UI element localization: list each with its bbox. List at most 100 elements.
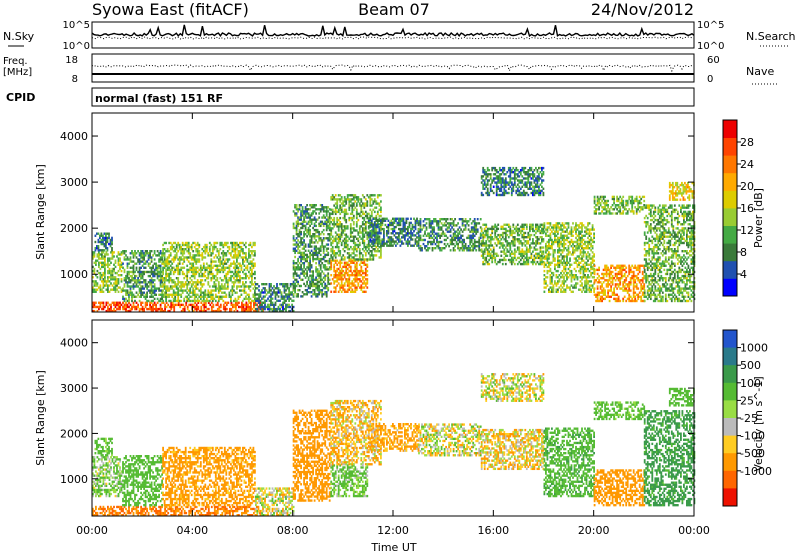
heatmap-cell xyxy=(288,295,290,298)
heatmap-cell xyxy=(452,224,455,227)
heatmap-cell xyxy=(491,254,494,257)
heatmap-cell xyxy=(527,236,530,239)
heatmap-cell xyxy=(386,225,388,229)
heatmap-cell xyxy=(253,309,255,313)
heatmap-cell xyxy=(464,228,467,231)
heatmap-cell xyxy=(268,299,271,302)
heatmap-cell xyxy=(352,241,355,245)
heatmap-cell xyxy=(521,175,524,178)
heatmap-cell xyxy=(147,270,150,274)
heatmap-cell xyxy=(306,272,308,275)
heatmap-cell xyxy=(158,264,160,267)
heatmap-cell xyxy=(198,254,201,257)
heatmap-cell xyxy=(304,214,307,217)
heatmap-cell xyxy=(328,266,331,269)
heatmap-cell xyxy=(190,268,193,272)
heatmap-cell xyxy=(159,266,162,269)
heatmap-cell xyxy=(277,287,280,290)
heatmap-cell xyxy=(186,277,189,280)
heatmap-cell xyxy=(131,274,133,278)
heatmap-cell xyxy=(525,254,528,257)
heatmap-cell xyxy=(337,225,340,228)
heatmap-cell xyxy=(172,293,175,296)
heatmap-cell xyxy=(334,252,337,255)
heatmap-cell xyxy=(168,262,171,265)
heatmap-cell xyxy=(172,272,175,276)
heatmap-cell xyxy=(358,252,361,255)
heatmap-cell xyxy=(108,234,110,237)
heatmap-cell xyxy=(518,227,521,231)
heatmap-cell xyxy=(312,278,314,281)
heatmap-cell xyxy=(93,253,96,256)
heatmap-cell xyxy=(380,225,382,228)
heatmap-cell xyxy=(155,262,157,265)
heatmap-cell xyxy=(204,245,207,249)
heatmap-cell xyxy=(298,230,301,234)
heatmap-cell xyxy=(268,307,271,311)
heatmap-cell xyxy=(529,225,531,228)
heatmap-cell xyxy=(489,187,492,190)
heatmap-cell xyxy=(249,262,252,265)
heatmap-cell xyxy=(237,250,240,253)
heatmap-cell xyxy=(234,299,237,303)
heatmap-cell xyxy=(300,237,302,240)
heatmap-cell xyxy=(330,274,333,277)
heatmap-cell xyxy=(138,309,141,313)
heatmap-cell xyxy=(155,303,157,307)
heatmap-cell xyxy=(463,220,465,223)
heatmap-cell xyxy=(132,287,135,290)
heatmap-cell xyxy=(318,264,321,267)
heatmap-cell xyxy=(186,264,189,267)
heatmap-cell xyxy=(218,309,221,313)
heatmap-cell xyxy=(495,185,498,188)
heatmap-cell xyxy=(378,238,381,241)
heatmap-cell xyxy=(231,248,234,251)
heatmap-cell xyxy=(521,233,524,237)
heatmap-cell xyxy=(315,212,317,215)
heatmap-cell xyxy=(333,221,336,224)
heatmap-cell xyxy=(173,309,176,313)
heatmap-cell xyxy=(119,274,121,277)
heatmap-cell xyxy=(513,173,516,176)
heatmap-cell xyxy=(239,281,241,284)
heatmap-cell xyxy=(273,307,275,311)
heatmap-cell xyxy=(223,262,226,265)
heatmap-cell xyxy=(172,256,175,259)
heatmap-cell xyxy=(264,307,266,311)
heatmap-cell xyxy=(178,281,181,284)
heatmap-cell xyxy=(532,250,534,253)
heatmap-cell xyxy=(375,227,378,231)
heatmap-cell xyxy=(339,233,342,236)
heatmap-cell xyxy=(497,179,500,182)
heatmap-cell xyxy=(319,280,322,284)
heatmap-cell xyxy=(439,228,441,231)
heatmap-cell xyxy=(533,256,536,260)
heatmap-cell xyxy=(330,259,333,262)
heatmap-cell xyxy=(213,245,216,249)
heatmap-cell xyxy=(298,241,301,244)
heatmap-cell xyxy=(241,305,243,309)
heatmap-cell xyxy=(372,234,375,237)
heatmap-cell xyxy=(375,206,378,209)
heatmap-cell xyxy=(252,241,255,245)
heatmap-cell xyxy=(301,226,304,230)
heatmap-cell xyxy=(518,248,521,251)
heatmap-cell xyxy=(158,293,160,296)
heatmap-cell xyxy=(343,196,346,199)
heatmap-cell xyxy=(267,307,269,311)
heatmap-cell xyxy=(183,309,186,313)
heatmap-cell xyxy=(172,299,175,303)
heatmap-cell xyxy=(372,194,375,197)
heatmap-cell xyxy=(279,289,281,292)
heatmap-cell xyxy=(312,289,314,292)
heatmap-cell xyxy=(376,210,379,214)
heatmap-cell xyxy=(306,230,308,234)
heatmap-cell xyxy=(434,232,437,235)
heatmap-cell xyxy=(239,245,241,249)
heatmap-cell xyxy=(149,250,151,253)
heatmap-cell xyxy=(486,166,489,170)
heatmap-cell xyxy=(303,253,305,257)
heatmap-cell xyxy=(532,191,534,195)
heatmap-cell xyxy=(521,242,524,245)
heatmap-cell xyxy=(539,191,542,195)
